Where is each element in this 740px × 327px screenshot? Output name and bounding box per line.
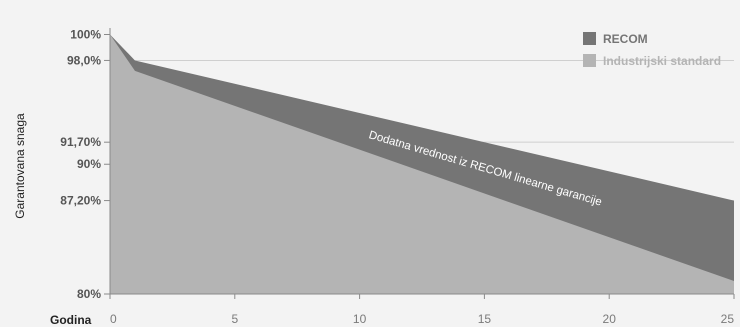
x-tick-label-1: 5 bbox=[231, 312, 238, 326]
legend-swatch-0 bbox=[583, 32, 596, 45]
x-tick-label-2: 10 bbox=[353, 312, 367, 326]
legend-swatch-1 bbox=[583, 54, 596, 67]
y-tick-label-0: 100% bbox=[70, 27, 101, 41]
x-tick-label-0: 0 bbox=[110, 312, 117, 326]
area-series-1 bbox=[110, 34, 734, 295]
series-areas bbox=[110, 34, 734, 295]
x-tick-labels: 0 5 10 15 20 25 bbox=[109, 294, 735, 326]
legend: RECOM Industrijski standard bbox=[583, 32, 721, 68]
y-tick-label-5: 80% bbox=[77, 287, 101, 301]
x-tick-label-4: 20 bbox=[603, 312, 617, 326]
x-tick-label-5: 25 bbox=[721, 312, 735, 326]
y-tick-label-4: 87,20% bbox=[60, 194, 101, 208]
x-axis-title: Godina bbox=[50, 313, 92, 327]
legend-label-0: RECOM bbox=[603, 32, 648, 46]
legend-label-1: Industrijski standard bbox=[603, 54, 721, 68]
y-axis-title: Garantovana snaga bbox=[13, 113, 27, 219]
y-tick-label-2: 91,70% bbox=[60, 135, 101, 149]
y-tick-label-3: 90% bbox=[77, 157, 101, 171]
y-tick-label-1: 98,0% bbox=[67, 53, 101, 67]
y-tick-labels: 100% 98,0% 91,70% 90% 87,20% 80% bbox=[60, 27, 110, 301]
x-tick-label-3: 15 bbox=[478, 312, 492, 326]
